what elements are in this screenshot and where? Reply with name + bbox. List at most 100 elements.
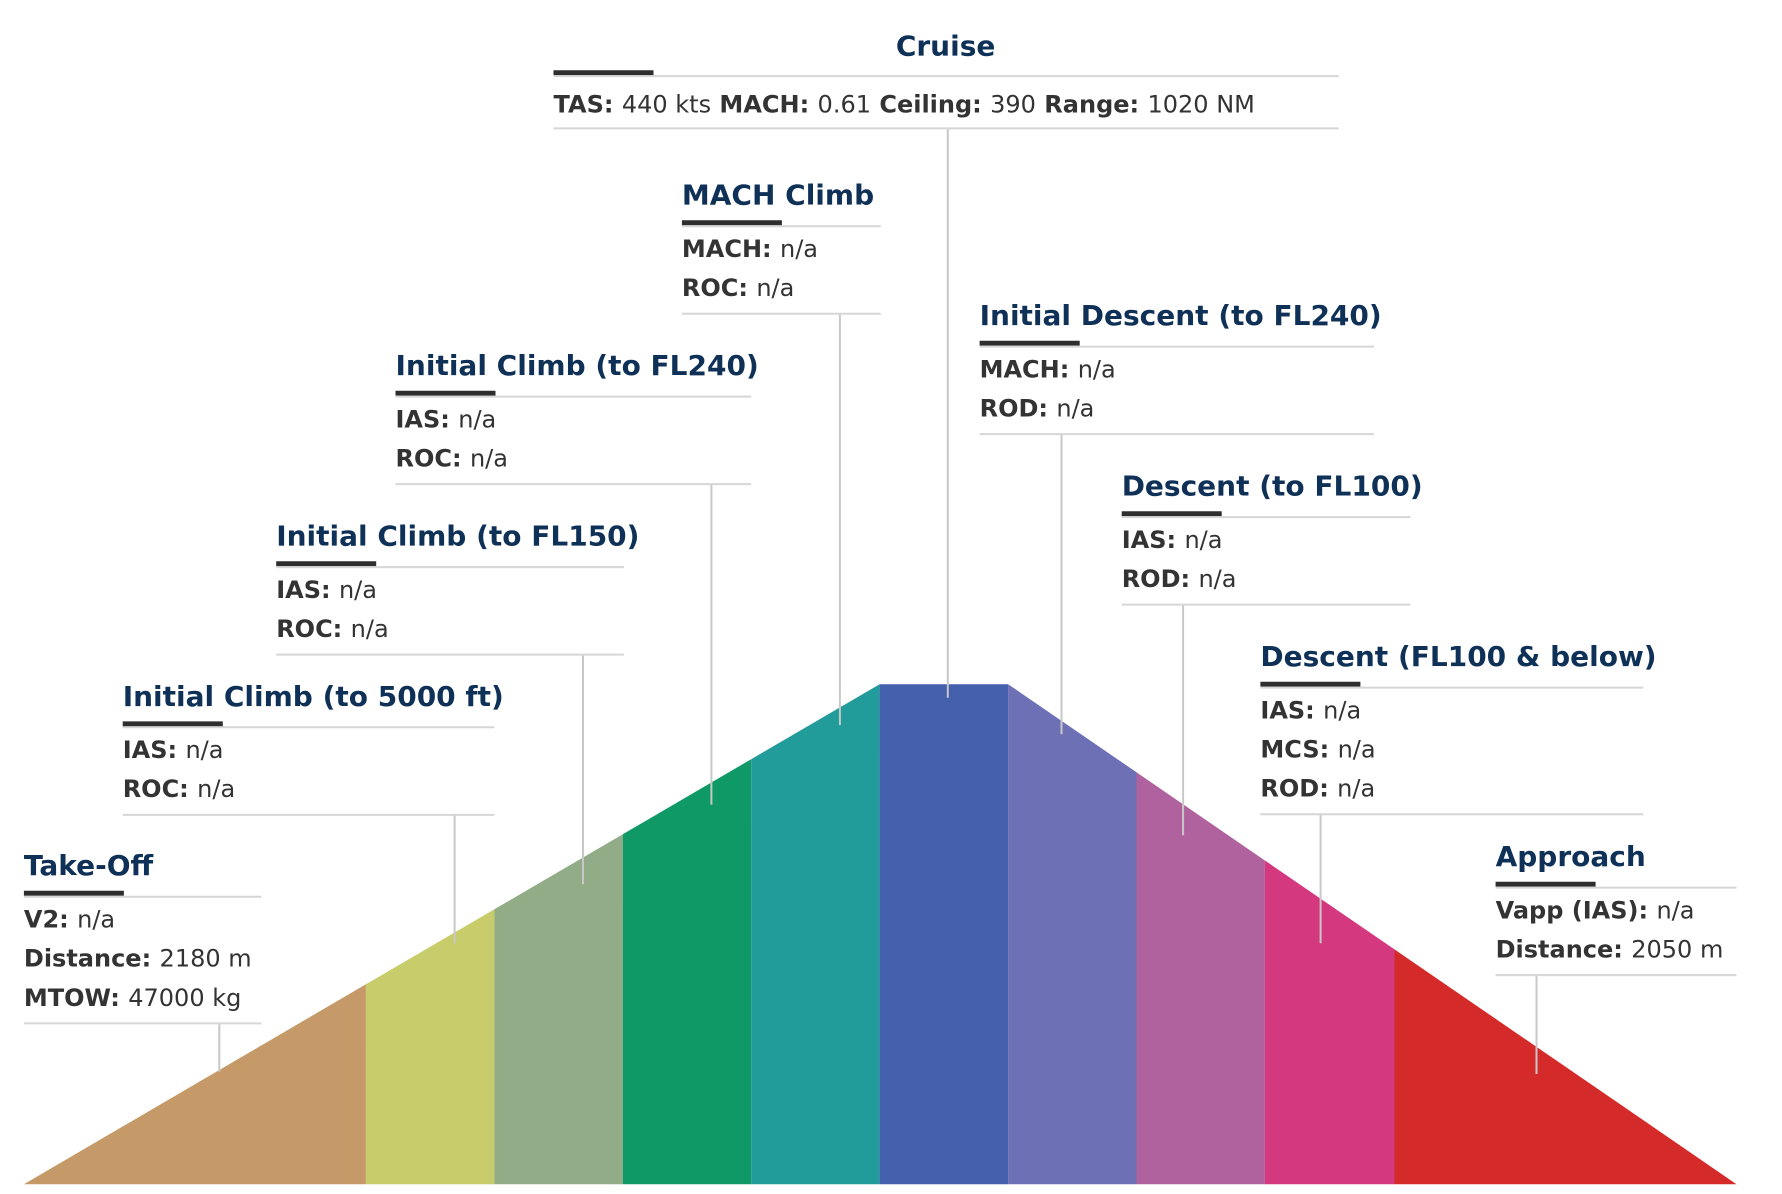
field-value: n/a	[1656, 896, 1694, 924]
callout-initial-descent-fl240: Initial Descent (to FL240)MACH: n/aROD: …	[979, 299, 1382, 436]
phase-title: Descent (FL100 & below)	[1260, 640, 1656, 673]
field-value: n/a	[470, 445, 508, 473]
profile-bands	[23, 684, 1737, 1185]
field-label: ROC:	[123, 775, 197, 803]
field-row: IAS: n/a	[123, 736, 224, 764]
field-label: IAS:	[396, 405, 459, 433]
field-label: Distance:	[1496, 936, 1632, 964]
field-label: ROD:	[1260, 775, 1337, 803]
field-value: n/a	[780, 235, 818, 263]
field-label: TAS:	[554, 91, 622, 119]
field-row: ROC: n/a	[396, 445, 508, 473]
field-label: Ceiling:	[871, 91, 990, 119]
field-row: ROD: n/a	[1122, 565, 1237, 593]
field-value: n/a	[1056, 395, 1094, 423]
field-label: ROC:	[682, 274, 756, 302]
field-label: IAS:	[1260, 696, 1323, 724]
band-initial-descent-fl240	[1008, 684, 1137, 1185]
phase-title: Initial Climb (to 5000 ft)	[123, 680, 504, 713]
field-row: MACH: n/a	[980, 355, 1116, 383]
field-value: n/a	[1337, 775, 1375, 803]
phase-title: Cruise	[896, 30, 996, 63]
field-label: Vapp (IAS):	[1496, 896, 1657, 924]
field-row: IAS: n/a	[396, 405, 497, 433]
field-row: ROD: n/a	[980, 395, 1095, 423]
band-approach	[1394, 949, 1737, 1185]
leader-lines	[218, 128, 1538, 1074]
field-label: IAS:	[1122, 526, 1185, 554]
field-value: 2050 m	[1631, 936, 1723, 964]
field-row: Vapp (IAS): n/a	[1496, 896, 1695, 924]
field-value: n/a	[1184, 526, 1222, 554]
phase-title: Descent (to FL100)	[1122, 470, 1423, 503]
field-row: ROD: n/a	[1260, 775, 1375, 803]
field-label: MACH:	[682, 235, 780, 263]
field-label: ROC:	[396, 445, 470, 473]
band-takeoff	[23, 984, 366, 1185]
field-label: IAS:	[123, 736, 186, 764]
field-value: 440 kts	[622, 91, 711, 119]
field-row: ROC: n/a	[682, 274, 794, 302]
field-row: MTOW: 47000 kg	[24, 984, 241, 1012]
field-label: Range:	[1036, 91, 1148, 119]
field-label: ROD:	[980, 395, 1057, 423]
field-value: 2180 m	[160, 945, 252, 973]
field-label: ROD:	[1122, 565, 1199, 593]
callout-cruise: Cruise TAS: 440 kts MACH: 0.61 Ceiling: 3…	[553, 30, 1339, 130]
phase-title: Approach	[1496, 840, 1646, 873]
phase-title: Initial Climb (to FL240)	[396, 349, 759, 382]
phase-title: Take-Off	[24, 849, 154, 882]
phase-title: Initial Climb (to FL150)	[276, 520, 639, 553]
field-value: 390	[990, 91, 1036, 119]
band-mach-climb	[751, 684, 880, 1185]
field-value: n/a	[1323, 696, 1361, 724]
field-label: V2:	[24, 905, 77, 933]
field-value: n/a	[77, 905, 115, 933]
field-row: ROC: n/a	[276, 615, 388, 643]
field-label: MACH:	[980, 355, 1078, 383]
field-value: 1020 NM	[1147, 91, 1254, 119]
field-label: MTOW:	[24, 984, 128, 1012]
band-initial-climb-fl240	[622, 759, 752, 1185]
field-row: ROC: n/a	[123, 775, 235, 803]
field-label: Distance:	[24, 945, 160, 973]
callout-approach: Approach Vapp (IAS): n/a Distance: 2050 m	[1495, 840, 1737, 977]
field-value: n/a	[197, 775, 235, 803]
field-value: n/a	[756, 274, 794, 302]
field-row: MCS: n/a	[1260, 736, 1375, 764]
field-row: IAS: n/a	[1260, 696, 1361, 724]
field-row: MACH: n/a	[682, 235, 818, 263]
field-label: ROC:	[276, 615, 350, 643]
field-value: 47000 kg	[128, 984, 241, 1012]
band-cruise	[879, 684, 1009, 1185]
band-descent-fl100	[1136, 772, 1265, 1185]
field-value: n/a	[185, 736, 223, 764]
field-label: IAS:	[276, 576, 339, 604]
cruise-stats-row: TAS: 440 kts MACH: 0.61 Ceiling: 390 Ran…	[554, 91, 1255, 119]
field-row: IAS: n/a	[1122, 526, 1223, 554]
field-value: n/a	[339, 576, 377, 604]
field-row: V2: n/a	[24, 905, 115, 933]
phase-callouts: Take-Off V2: n/a Distance: 2180 m MTOW: 470…	[23, 30, 1737, 1025]
field-value: n/a	[351, 615, 389, 643]
field-value: n/a	[1078, 355, 1116, 383]
field-row: Distance: 2050 m	[1496, 936, 1724, 964]
band-descent-fl100-below	[1264, 860, 1395, 1185]
phase-title: MACH Climb	[682, 179, 874, 212]
field-value: n/a	[458, 405, 496, 433]
band-initial-climb-fl150	[494, 834, 623, 1185]
phase-title: Initial Descent (to FL240)	[980, 299, 1382, 332]
field-value: n/a	[1198, 565, 1236, 593]
field-value: n/a	[1338, 736, 1376, 764]
field-label: MACH:	[711, 91, 817, 119]
field-value: 0.61	[818, 91, 871, 119]
field-label: MCS:	[1260, 736, 1337, 764]
band-initial-climb-5000	[365, 909, 495, 1185]
